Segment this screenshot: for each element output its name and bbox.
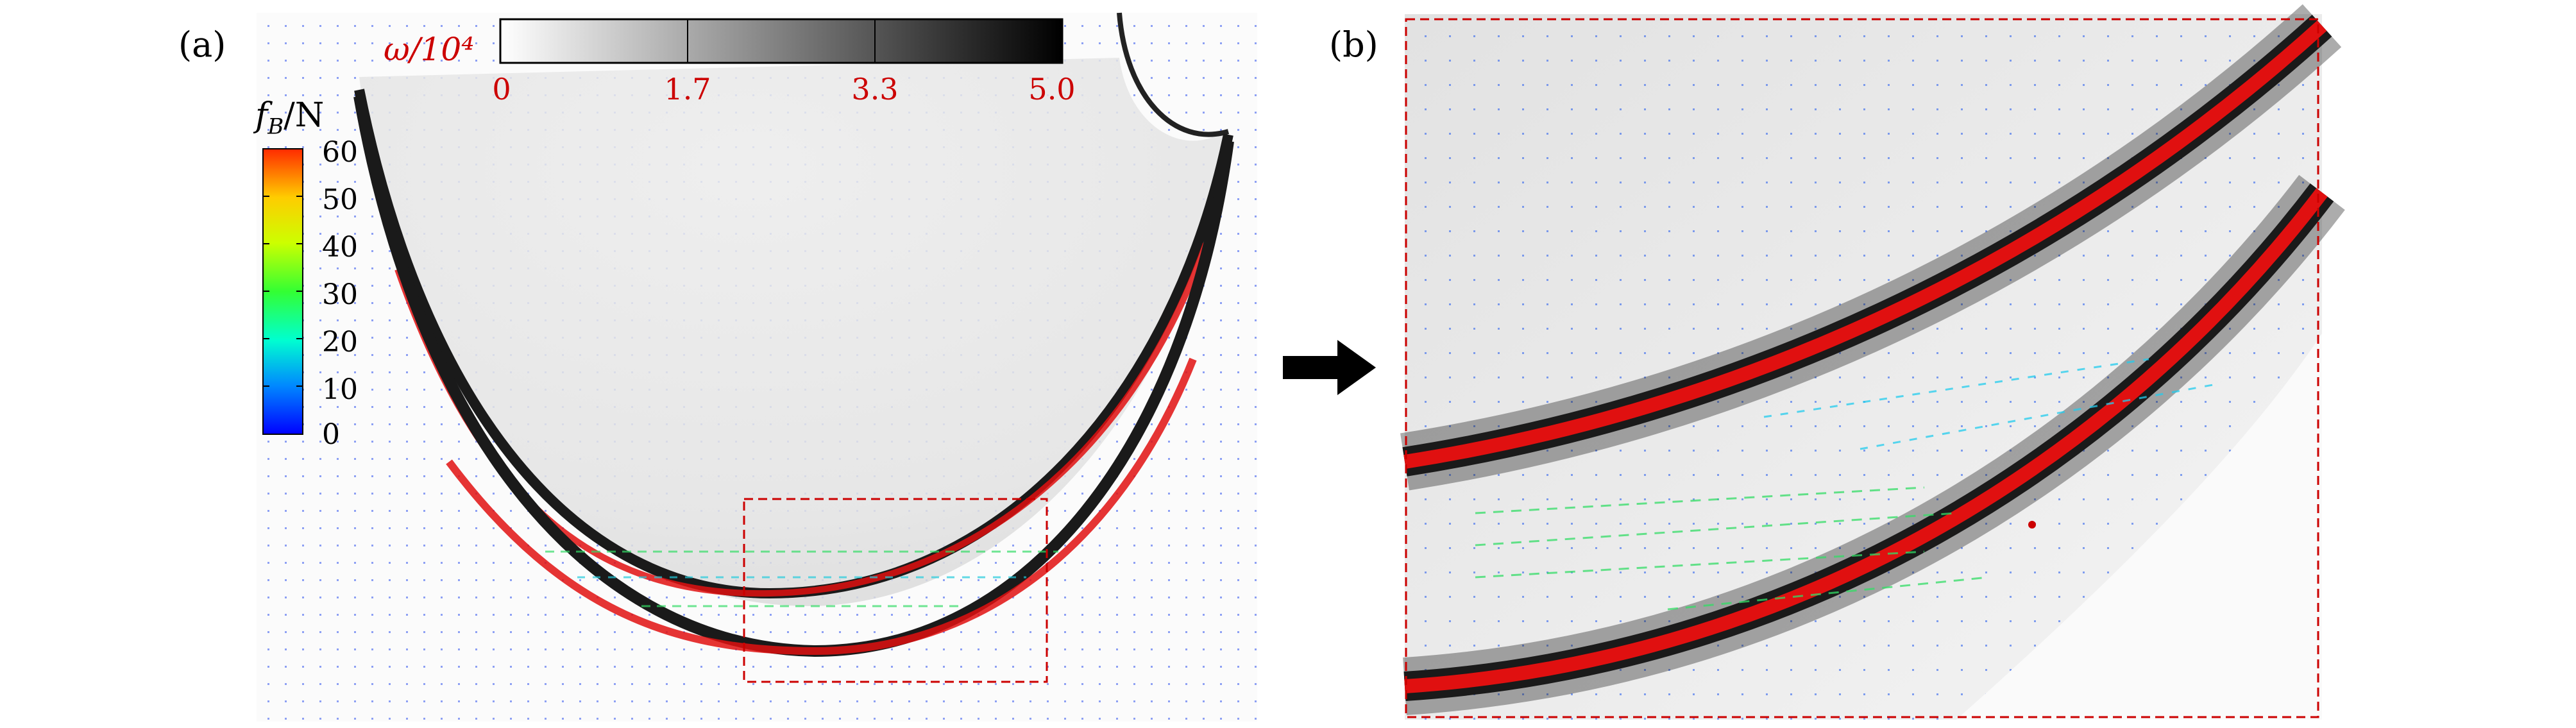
panel-b-field bbox=[1400, 4, 2345, 720]
force-tick-50: 50 bbox=[322, 183, 358, 216]
panel-b-label: (b) bbox=[1329, 24, 1378, 65]
panel-a-label: (a) bbox=[178, 24, 226, 65]
force-tick-60: 60 bbox=[322, 136, 358, 169]
omega-tick-0: 0 bbox=[492, 72, 511, 106]
force-tick-0: 0 bbox=[322, 418, 340, 451]
panel-a-field bbox=[257, 12, 1257, 722]
force-tick-20: 20 bbox=[322, 326, 358, 359]
omega-colorbar-label: ω/10⁴ bbox=[384, 31, 475, 68]
omega-tick-2: 3.3 bbox=[851, 72, 899, 106]
omega-colorbar bbox=[499, 18, 1063, 64]
force-colorbar-label: fB/N bbox=[255, 96, 324, 139]
force-label-unit: /N bbox=[284, 96, 325, 135]
force-tick-40: 40 bbox=[322, 231, 358, 264]
omega-tick-3: 5.0 bbox=[1028, 72, 1076, 106]
force-label-subscript: B bbox=[267, 114, 284, 140]
right-arrow-icon bbox=[1283, 340, 1376, 395]
zoom-frame bbox=[1405, 18, 2319, 718]
omega-tick-1: 1.7 bbox=[664, 72, 711, 106]
zoom-box bbox=[743, 498, 1048, 683]
force-label-symbol: f bbox=[255, 96, 268, 135]
force-tick-30: 30 bbox=[322, 278, 358, 311]
force-colorbar bbox=[262, 148, 303, 435]
force-tick-10: 10 bbox=[322, 373, 358, 406]
